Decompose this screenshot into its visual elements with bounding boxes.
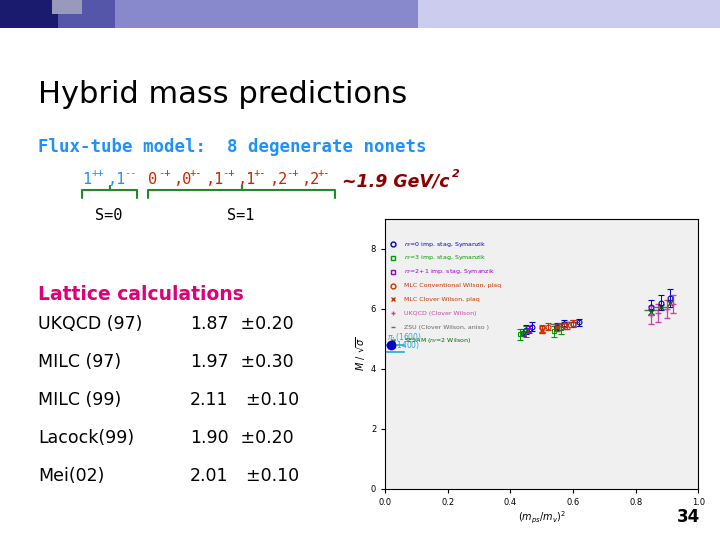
Text: ±0.20: ±0.20 [235,429,294,447]
Text: --: -- [124,168,137,178]
Text: -+: -+ [158,168,171,178]
Bar [0,0,58,28]
Text: $f_1(1400)$: $f_1(1400)$ [387,339,420,352]
Text: $n_f$=0 imp. stag, Symanzik: $n_f$=0 imp. stag, Symanzik [404,240,486,249]
Text: 1.97: 1.97 [190,353,229,371]
Text: ±0.20: ±0.20 [235,315,294,333]
Text: $\pi_1(1600)$: $\pi_1(1600)$ [387,332,422,345]
Text: Lacock(99): Lacock(99) [38,429,134,447]
Text: 1.87: 1.87 [190,315,228,333]
Text: +-: +- [190,168,202,178]
Text: ±0.10: ±0.10 [235,467,299,485]
Text: ++: ++ [92,168,104,178]
Bar [0,0,52,28]
Text: ,0: ,0 [174,172,192,187]
Y-axis label: $M\ /\ \sqrt{\sigma}$: $M\ /\ \sqrt{\sigma}$ [354,336,368,371]
Text: ,1: ,1 [238,172,256,187]
Text: +-: +- [318,168,330,178]
Bar [52,0,82,14]
Text: 34: 34 [677,508,700,526]
Bar [115,0,418,28]
Text: -+: -+ [222,168,235,178]
Text: ±0.30: ±0.30 [235,353,294,371]
Text: Mei(02): Mei(02) [38,467,104,485]
Text: $n_f$=3 imp. stag, Symanzik: $n_f$=3 imp. stag, Symanzik [404,253,486,262]
X-axis label: $(m_{ps}/m_v)^2$: $(m_{ps}/m_v)^2$ [518,510,566,526]
Text: UKQCD (97): UKQCD (97) [38,315,143,333]
Text: 1.90: 1.90 [190,429,229,447]
Text: S=0: S=0 [95,208,122,223]
Text: 2.11: 2.11 [190,391,228,409]
Text: +-: +- [254,168,266,178]
Text: UKQCD (Clover Wilson): UKQCD (Clover Wilson) [404,310,477,316]
Text: 0: 0 [148,172,157,187]
Text: ~1.9 GeV/c: ~1.9 GeV/c [342,172,449,190]
Text: Lattice calculations: Lattice calculations [38,285,244,304]
Text: 1: 1 [82,172,91,187]
Text: $n_f$=2+1 imp. stag, Symanzik: $n_f$=2+1 imp. stag, Symanzik [404,267,495,276]
Text: Flux-tube model:  8 degenerate nonets: Flux-tube model: 8 degenerate nonets [38,138,426,156]
Text: 2.01: 2.01 [190,467,228,485]
Text: ,1: ,1 [108,172,126,187]
Text: MLC Conventional Wilson, plaq: MLC Conventional Wilson, plaq [404,283,501,288]
Text: MILC (97): MILC (97) [38,353,121,371]
Text: ±0.10: ±0.10 [235,391,299,409]
Text: ,2: ,2 [302,172,320,187]
Text: -+: -+ [286,168,299,178]
Text: S=1: S=1 [228,208,255,223]
Text: ,2: ,2 [270,172,288,187]
Text: MILC, hep-lat/0301024: MILC, hep-lat/0301024 [430,232,588,246]
Text: MLC Clover Wilson, plaq: MLC Clover Wilson, plaq [404,297,480,302]
Text: Hybrid mass predictions: Hybrid mass predictions [38,80,408,109]
Text: ZSU (Clover Wilson, aniso ): ZSU (Clover Wilson, aniso ) [404,325,489,329]
Text: ,1: ,1 [206,172,224,187]
Text: MILC (99): MILC (99) [38,391,121,409]
Bar [418,0,720,28]
Text: 2: 2 [452,169,460,179]
Bar [58,0,115,28]
Text: SESAM ($n_f$=2 Wilson): SESAM ($n_f$=2 Wilson) [404,336,472,345]
